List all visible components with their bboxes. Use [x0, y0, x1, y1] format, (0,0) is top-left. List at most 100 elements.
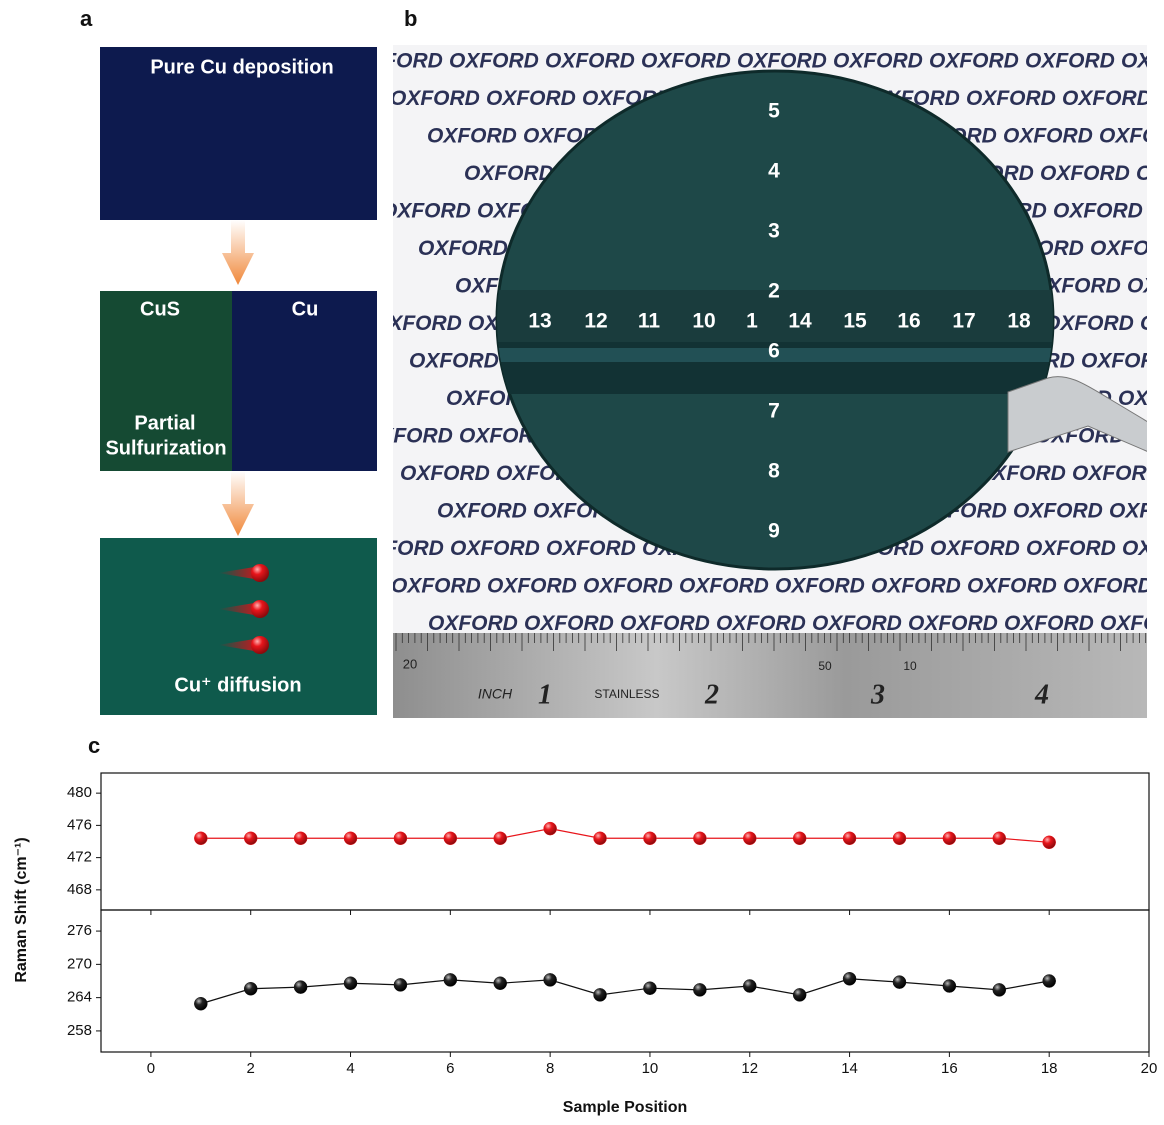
watermark-text: OXFORD	[1003, 125, 1093, 148]
y-tick-label: 472	[67, 849, 92, 866]
watermark-text: OXFORD	[450, 537, 540, 560]
data-point	[743, 832, 756, 845]
watermark-text: OXFORD	[1004, 612, 1094, 635]
watermark-text: OXFORD	[1053, 200, 1143, 223]
data-point	[1043, 836, 1056, 849]
watermark-text: OXFORD	[1062, 87, 1152, 110]
process-arrow	[222, 220, 254, 285]
page: { "panel_a": { "label": "a", "step1": "P…	[0, 0, 1164, 1120]
data-point	[394, 832, 407, 845]
watermark-text: OXFORD	[1026, 537, 1116, 560]
y-tick-label: 468	[67, 881, 92, 898]
watermark-text: OXFORD	[679, 575, 769, 598]
position-label: 3	[768, 220, 780, 243]
step-title: Pure Cu deposition	[150, 56, 333, 78]
plot-frame	[101, 910, 1149, 1052]
watermark-text: OXFORD	[487, 575, 577, 598]
position-label: 15	[843, 310, 867, 333]
x-tick-label: 18	[1041, 1060, 1058, 1077]
position-label: 5	[768, 100, 780, 123]
y-tick-label: 480	[67, 784, 92, 801]
figure: a Pure Cu deposition CuS Cu Partial Sulf…	[0, 0, 1164, 1120]
panel-label: a	[80, 6, 93, 31]
watermark-text: OXFORD	[1040, 162, 1130, 185]
watermark-text: OXFORD	[418, 237, 508, 260]
panel-label: c	[88, 733, 100, 758]
watermark-text: OXFORD	[372, 312, 462, 335]
ruler-label: 1	[538, 679, 552, 710]
data-point	[843, 972, 856, 985]
watermark-text: OXFORD	[967, 575, 1057, 598]
ruler-label: 2	[704, 679, 719, 710]
watermark-text: OXFORD	[716, 612, 806, 635]
x-tick-label: 10	[642, 1060, 659, 1077]
watermark-text: OXFORD	[409, 350, 499, 373]
watermark-text: OXFORD	[1044, 312, 1134, 335]
watermark-text: OXFORD	[1099, 125, 1164, 148]
y-tick-label: 476	[67, 816, 92, 833]
position-label: 6	[768, 340, 780, 363]
ruler-label: INCH	[478, 686, 513, 702]
data-point	[643, 982, 656, 995]
watermark-text: OXFORD	[437, 500, 527, 523]
process-arrow	[222, 471, 254, 536]
data-point	[194, 832, 207, 845]
data-point	[544, 973, 557, 986]
watermark-text: OXFORD	[1121, 50, 1164, 73]
step-title: Cu⁺ diffusion	[174, 674, 301, 696]
watermark-text: OXFORD	[546, 537, 636, 560]
ruler-label: 10	[903, 659, 917, 673]
watermark-text: OXFORD	[391, 575, 481, 598]
watermark-text: OXFORD	[1072, 462, 1162, 485]
watermark-text: OXFORD	[1100, 612, 1164, 635]
data-point	[893, 832, 906, 845]
watermark-text: OXFORD	[1159, 575, 1164, 598]
watermark-text: OXFORD	[1063, 575, 1153, 598]
watermark-text: OXFORD	[1158, 87, 1164, 110]
panel-label: b	[404, 6, 417, 31]
watermark-text: OXFORD	[1109, 500, 1164, 523]
series-line	[201, 979, 1049, 1004]
watermark-text: OXFORD	[1140, 312, 1164, 335]
watermark-text: OXFORD	[1118, 387, 1164, 410]
watermark-text: OXFORD	[930, 537, 1020, 560]
watermark-text: OXFORD	[929, 50, 1019, 73]
x-axis-label: Sample Position	[563, 1099, 687, 1116]
position-label: 18	[1007, 310, 1031, 333]
watermark-text: OXFORD	[1013, 500, 1103, 523]
watermark-text: OXFORD	[1136, 162, 1164, 185]
watermark-text: OXFORD	[1090, 237, 1164, 260]
data-point	[793, 832, 806, 845]
position-label: 12	[584, 310, 607, 333]
data-point	[344, 832, 357, 845]
x-tick-label: 16	[941, 1060, 958, 1077]
x-tick-label: 8	[546, 1060, 554, 1077]
x-tick-label: 20	[1141, 1060, 1158, 1077]
watermark-text: OXFORD	[641, 50, 731, 73]
watermark-text: OXFORD	[1149, 200, 1164, 223]
position-label: 13	[528, 310, 551, 333]
watermark-text: OXFORD	[524, 612, 614, 635]
position-label: 4	[768, 160, 780, 183]
step-note: Sulfurization	[105, 437, 226, 459]
position-label: 14	[788, 310, 812, 333]
watermark-text: OXFORD	[583, 575, 673, 598]
watermark-text: OXFORD	[1081, 350, 1164, 373]
watermark-text: OXFORD	[400, 462, 490, 485]
watermark-text: OXFORD	[1025, 50, 1115, 73]
y-tick-label: 264	[67, 989, 92, 1006]
region-label: Cu	[292, 298, 319, 320]
position-label: 17	[952, 310, 975, 333]
watermark-text: OXFORD	[427, 125, 517, 148]
position-label: 9	[768, 520, 780, 543]
data-point	[943, 832, 956, 845]
watermark-text: OXFORD	[381, 200, 471, 223]
data-point	[244, 982, 257, 995]
watermark-text: OXFORD	[486, 87, 576, 110]
data-point	[893, 976, 906, 989]
data-point	[594, 832, 607, 845]
data-point	[993, 983, 1006, 996]
position-label: 16	[897, 310, 920, 333]
wafer-photo: OXFORD OXFORD OXFORD OXFORD OXFORD OXFORD OXFO…	[353, 45, 1164, 718]
watermark-text: OXFORD	[464, 162, 554, 185]
